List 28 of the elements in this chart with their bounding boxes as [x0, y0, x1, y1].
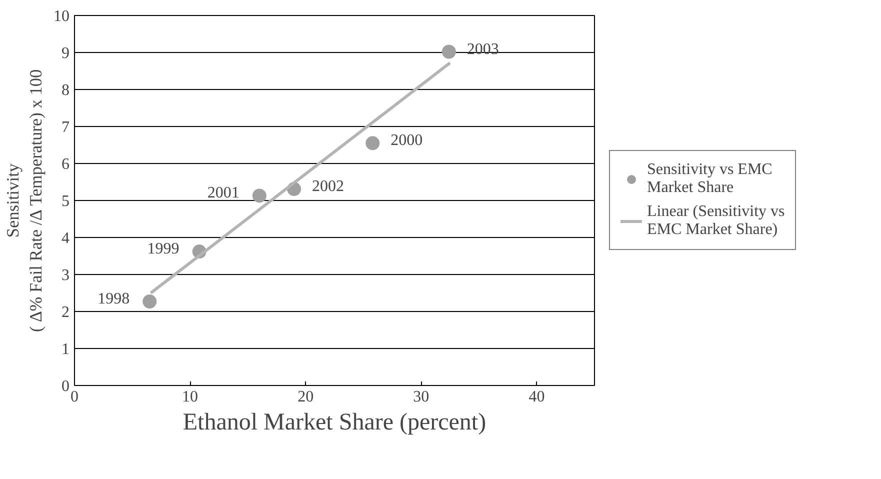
point	[442, 44, 456, 59]
point	[252, 188, 266, 203]
y-tick-label: 3	[62, 267, 70, 284]
y-tick-label: 10	[54, 8, 70, 25]
x-tick-label: 20	[298, 388, 314, 406]
y-axis-title: Sensitivity ( ∆% Fail Rate /∆ Temperature) x 100	[4, 69, 46, 332]
x-tick-label: 30	[413, 388, 430, 406]
y-tick-label: 6	[62, 156, 70, 173]
y-tick-label: 1	[62, 341, 70, 358]
y-tick-label: 8	[62, 82, 70, 99]
point	[366, 136, 380, 150]
annotation: 2002	[312, 178, 344, 196]
annotation: 1998	[98, 290, 130, 308]
y-tick-label: 5	[62, 193, 70, 210]
x-tick-label: 10	[182, 388, 198, 406]
x-axis-title: Ethanol Market Share (percent)	[182, 410, 486, 436]
y-tick-label: 2	[62, 304, 70, 321]
y-tick-label: 7	[62, 119, 70, 136]
y-tick-label: 4	[62, 230, 70, 247]
annotation: 1999	[147, 240, 180, 258]
annotation: 2000	[390, 132, 423, 150]
annotation: 2001	[207, 184, 240, 202]
x-tick-label: 40	[528, 388, 545, 406]
y-tick-label: 9	[62, 45, 70, 62]
legend-label: Linear (Sensitivity vs EMC Market Share)	[647, 203, 785, 239]
point	[142, 294, 157, 308]
y-tick-label: 0	[62, 378, 70, 395]
legend-label: Sensitivity vs EMC Market Share	[647, 161, 772, 197]
